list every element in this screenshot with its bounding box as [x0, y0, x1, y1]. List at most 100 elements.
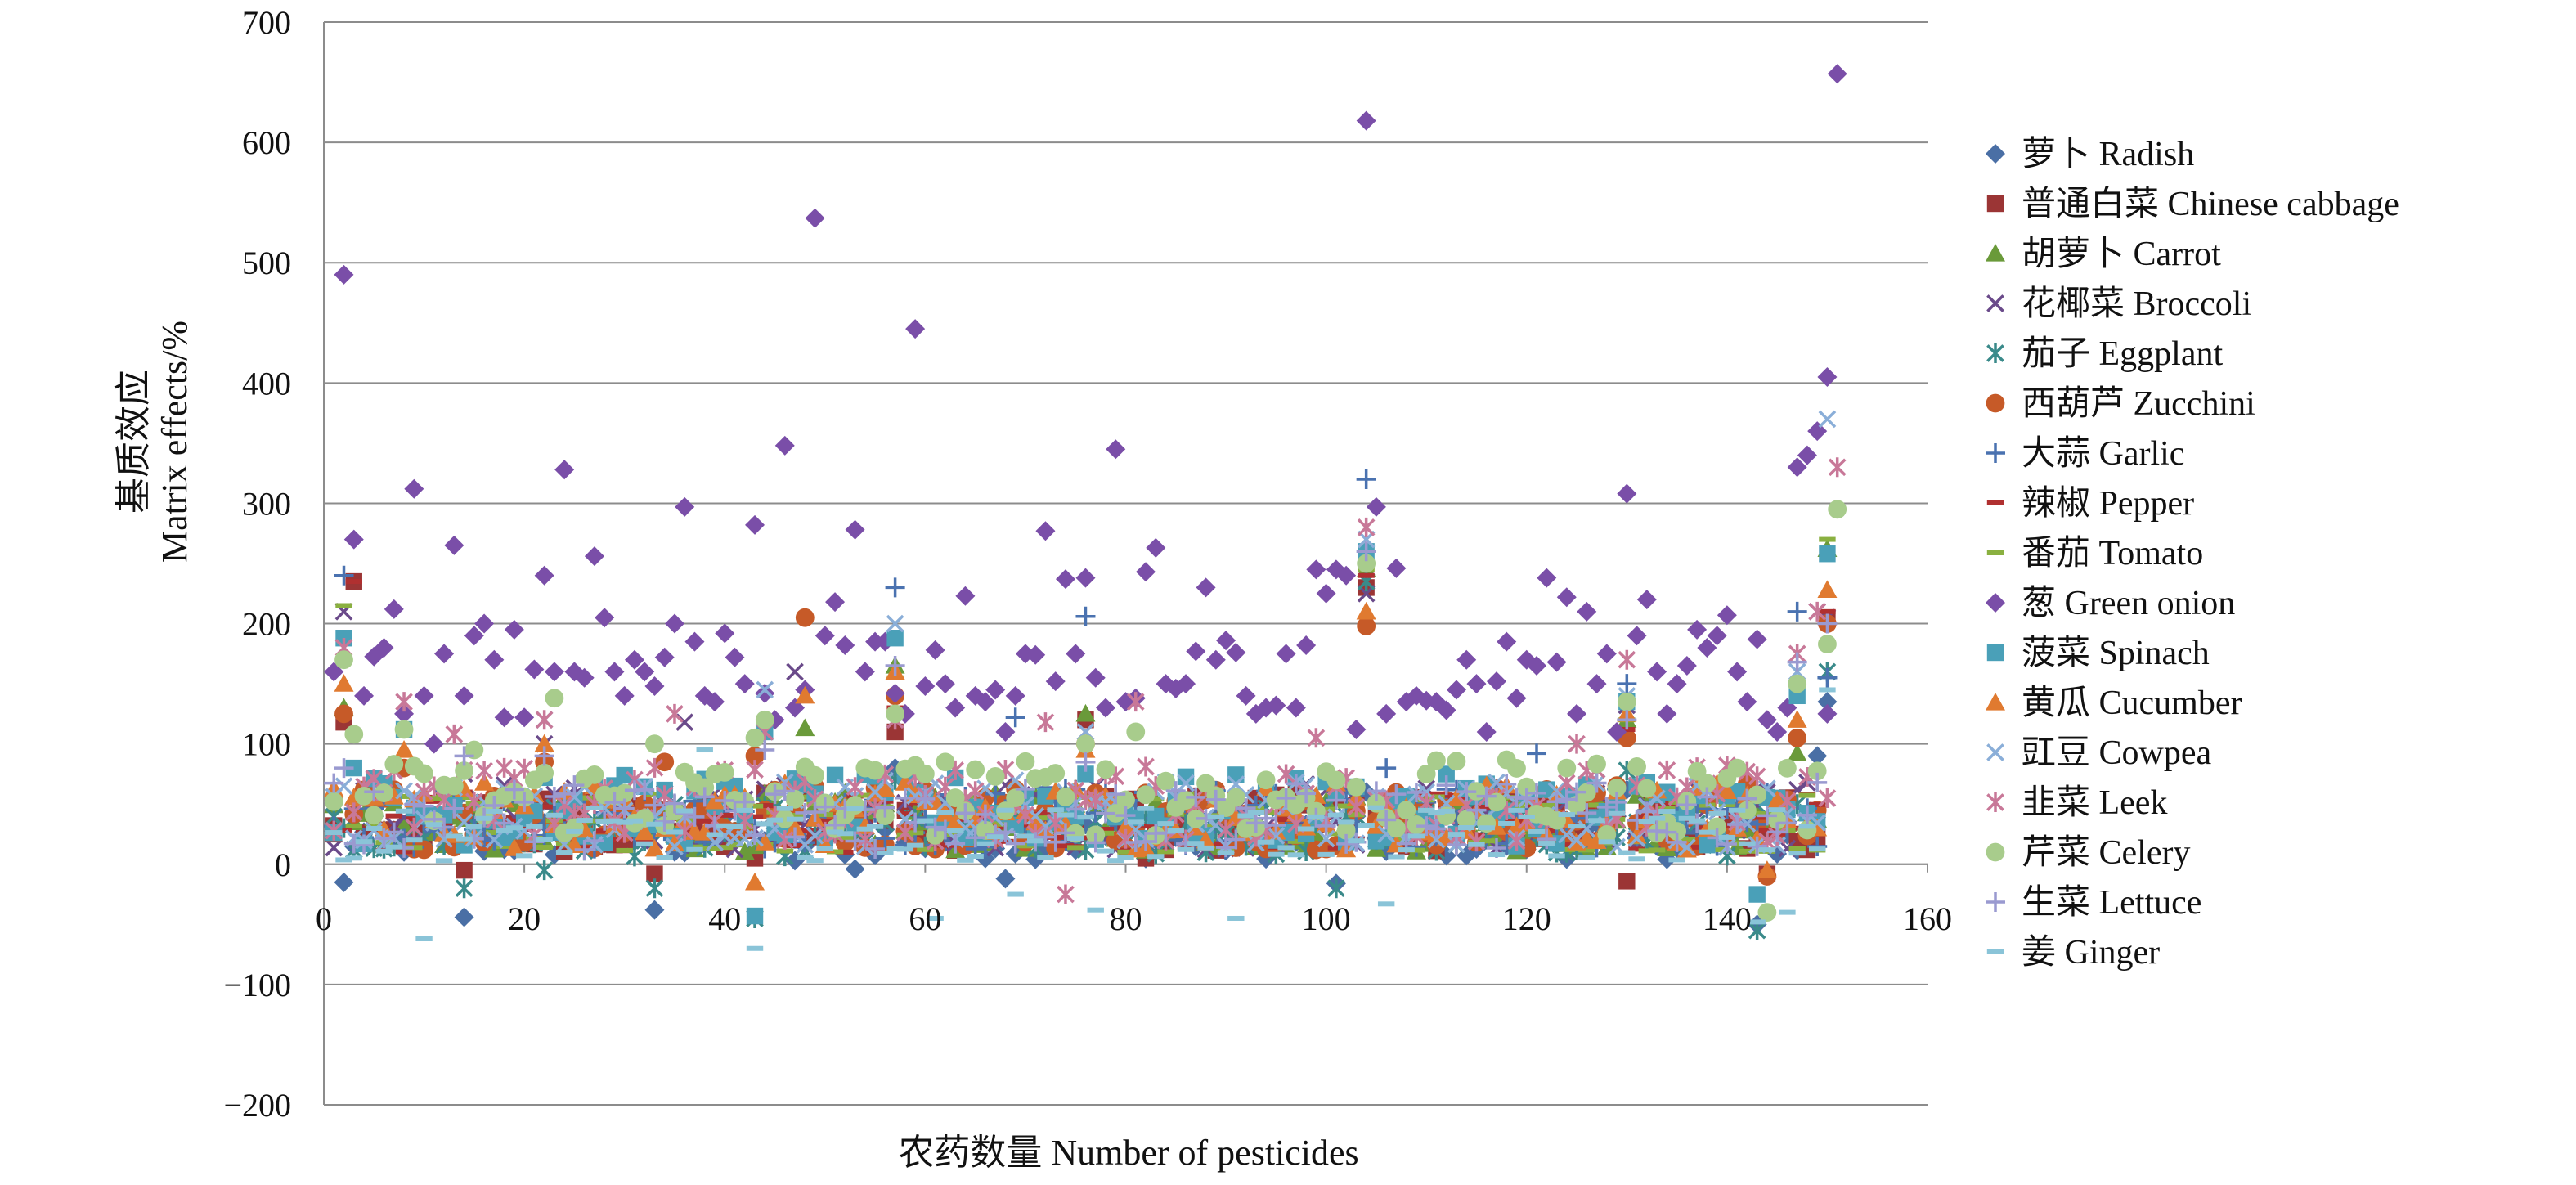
data-point — [404, 794, 424, 815]
data-point — [1317, 851, 1335, 857]
data-point — [1498, 795, 1515, 801]
data-point — [746, 907, 764, 925]
data-point — [1005, 833, 1025, 854]
data-point — [635, 779, 655, 800]
data-point — [475, 761, 493, 781]
data-point — [1658, 760, 1676, 780]
data-point — [434, 817, 455, 837]
data-point — [1587, 754, 1606, 774]
data-point — [1388, 854, 1405, 860]
data-point — [1528, 828, 1546, 834]
data-point — [1748, 919, 1766, 925]
data-point — [726, 824, 743, 829]
data-point — [535, 710, 554, 730]
y-tick-label: 300 — [242, 485, 291, 522]
data-point — [1386, 784, 1407, 805]
data-point — [1797, 445, 1817, 465]
data-point — [936, 810, 954, 815]
data-point — [1306, 559, 1326, 580]
data-point — [1438, 765, 1455, 783]
y-tick-label: 200 — [242, 606, 291, 643]
data-point — [766, 817, 783, 823]
data-point — [1699, 829, 1716, 835]
data-point — [1276, 788, 1296, 808]
data-point — [664, 833, 684, 852]
series-16 — [325, 687, 1836, 951]
data-point — [895, 788, 915, 808]
legend-marker — [1986, 294, 2004, 312]
data-point — [756, 802, 774, 808]
data-point — [474, 773, 495, 791]
data-point — [1266, 695, 1286, 716]
data-point — [1476, 786, 1497, 806]
data-point — [675, 803, 695, 824]
data-point — [1456, 810, 1476, 829]
data-point — [345, 579, 362, 585]
data-point — [1087, 907, 1104, 913]
data-point — [364, 782, 384, 802]
data-point — [1398, 847, 1415, 853]
data-point — [995, 721, 1016, 742]
data-point — [1037, 788, 1054, 805]
data-point — [1787, 743, 1807, 762]
data-point — [1106, 804, 1125, 823]
data-point — [1007, 891, 1024, 897]
data-point — [1828, 457, 1847, 478]
data-point — [955, 803, 976, 824]
data-point — [654, 647, 675, 667]
legend-label: 生菜 Lettuce — [2022, 884, 2201, 922]
data-point — [995, 869, 1016, 889]
data-point — [1788, 851, 1806, 856]
data-point — [746, 814, 764, 819]
data-point — [1366, 496, 1386, 517]
data-point — [1538, 841, 1555, 846]
data-point — [384, 755, 404, 774]
data-point — [715, 791, 735, 811]
legend-label: 花椰菜 Broccoli — [2022, 285, 2251, 323]
data-point — [875, 779, 895, 797]
data-point — [1085, 667, 1106, 688]
data-point — [1586, 831, 1607, 849]
data-point — [1137, 806, 1155, 811]
data-point — [1466, 674, 1487, 694]
data-point — [454, 685, 474, 706]
data-point — [715, 763, 734, 782]
data-point — [1446, 788, 1466, 806]
data-point — [856, 826, 874, 832]
data-point — [1818, 788, 1837, 809]
data-point — [805, 208, 825, 228]
data-point — [514, 792, 535, 812]
data-point — [1196, 774, 1215, 793]
data-point — [755, 740, 775, 761]
data-point — [1577, 783, 1596, 802]
data-point — [1497, 774, 1517, 794]
data-point — [644, 900, 665, 920]
data-point — [1739, 841, 1756, 846]
data-point — [985, 767, 1005, 786]
data-point — [1015, 779, 1035, 799]
data-point — [1718, 801, 1736, 807]
legend-label: 姜 Ginger — [2022, 934, 2160, 972]
data-point — [324, 792, 343, 811]
data-point — [1538, 802, 1555, 808]
data-point — [455, 761, 473, 780]
data-point — [1217, 819, 1235, 840]
data-point — [1718, 834, 1736, 840]
data-point — [1788, 825, 1806, 831]
data-point — [655, 752, 675, 772]
data-point — [1819, 536, 1836, 542]
data-point — [1488, 852, 1506, 858]
data-point — [595, 819, 613, 824]
series-14 — [324, 500, 1847, 922]
data-point — [666, 837, 684, 855]
data-point — [797, 855, 814, 860]
data-point — [837, 835, 854, 841]
data-point — [1075, 568, 1096, 588]
data-point — [1757, 903, 1777, 922]
data-point — [334, 565, 354, 586]
data-point — [925, 640, 945, 660]
data-point — [675, 821, 694, 842]
data-point — [1748, 785, 1767, 805]
data-point — [1086, 789, 1105, 810]
